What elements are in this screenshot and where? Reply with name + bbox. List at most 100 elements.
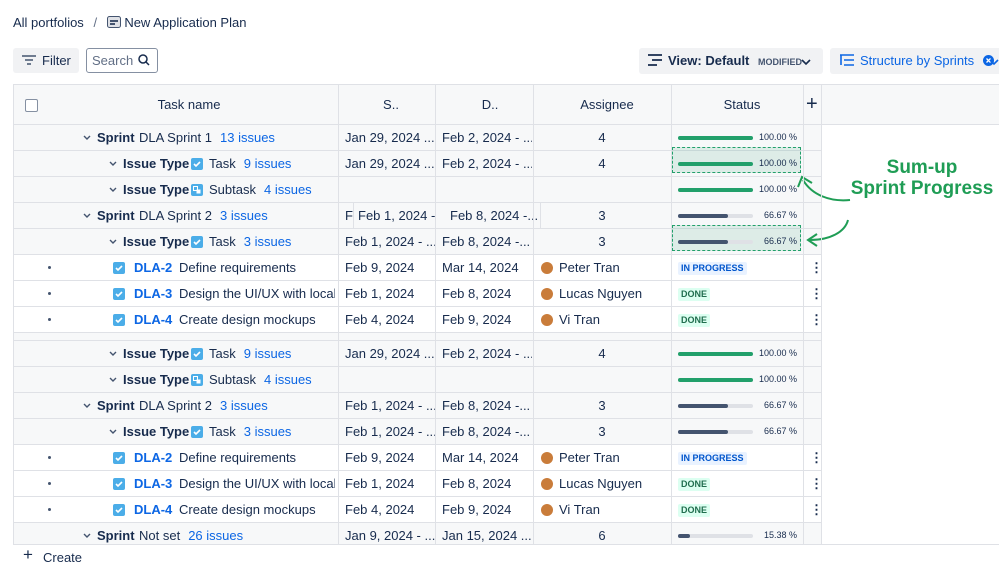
search-box[interactable]: Search [86,48,158,73]
row-menu[interactable]: ⋮ [810,260,823,275]
structure-icon [840,54,854,66]
column-header[interactable]: S.. [383,97,399,112]
column-header[interactable]: D.. [481,97,499,112]
issue-key[interactable]: DLA-2 [134,450,173,465]
issue-count[interactable]: 9 issues [243,346,292,361]
column-divider [435,85,436,544]
assignee-count: 3 [598,398,606,413]
add-column-button[interactable]: + [806,93,818,115]
row-type-label: Sprint [97,130,135,145]
progress-bar [678,534,690,538]
expand-chevron[interactable] [109,160,117,168]
due-date: Feb 2, 2024 - ... [442,156,532,171]
due-date: Feb 9, 2024 [442,502,512,517]
filter-button[interactable]: Filter [13,48,79,73]
row-menu[interactable]: ⋮ [810,476,823,491]
annotation-arrow [809,219,849,241]
issue-key[interactable]: DLA-4 [134,312,173,327]
breadcrumb-root[interactable]: All portfolios [13,15,84,30]
issue-key[interactable]: DLA-3 [134,286,173,301]
breadcrumb-current[interactable]: New Application Plan [124,15,247,30]
column-divider [533,85,534,544]
avatar [541,314,553,326]
row-menu[interactable]: ⋮ [810,502,823,517]
start-date: Jan 29, 2024 ... [345,130,435,145]
expand-chevron[interactable] [109,186,117,194]
group-name: DLA Sprint 2 3 issues [139,203,268,228]
status-lozenge: DONE [678,314,711,327]
start-date: Jan 29, 2024 ... [345,346,435,361]
start-date: Feb 9, 2024 [345,260,415,275]
chevron-down [989,59,999,66]
issue-count[interactable]: 3 issues [220,398,268,413]
task-icon [191,236,203,248]
group-value: Task [209,424,236,439]
start-date: Jan 29, 2024 ... [345,156,435,171]
status-lozenge: DONE [678,504,711,517]
progress-label: 100.00 % [758,184,797,194]
issue-count[interactable]: 26 issues [188,528,244,543]
progress-label: 100.00 % [758,374,797,384]
assignee: Vi Tran [541,307,669,332]
row-menu[interactable]: ⋮ [810,312,823,327]
assignee-count: 4 [598,156,606,171]
group-name: Task 9 issues [209,151,319,176]
row-menu[interactable]: ⋮ [810,450,823,465]
due-date: Feb 8, 2024 [442,286,512,301]
group-name: Subtask 4 issues [209,367,319,392]
structure-button[interactable]: Structure by Sprints [830,48,999,74]
expand-chevron[interactable] [109,350,117,358]
select-all-checkbox[interactable] [25,99,38,112]
issue-count[interactable]: 13 issues [220,130,275,145]
bullet [48,318,51,321]
issue-key[interactable]: DLA-3 [134,476,173,491]
status-lozenge: IN PROGRESS [678,262,747,275]
annotation: Sum-up Sprint Progress [797,157,993,247]
create-row[interactable]: + Create [13,544,999,565]
highlight-box [672,147,801,173]
expand-chevron[interactable] [109,376,117,384]
expand-chevron[interactable] [83,532,91,540]
annotation-text: Sum-up [887,157,958,178]
expand-chevron[interactable] [83,402,91,410]
column-divider [338,85,339,544]
structure-label: Structure by Sprints [860,53,975,68]
issuetype-row: Issue Type Task 9 issues Jan 29, 2024 ... Fe… [13,147,821,177]
clear-structure[interactable] [982,55,994,66]
task-icon [113,314,125,326]
create-label: Create [43,550,83,565]
progress-label: 100.00 % [758,348,797,358]
expand-chevron[interactable] [83,134,91,142]
expand-chevron[interactable] [109,238,117,246]
due-date: Mar 14, 2024 [442,450,519,465]
row-menu[interactable]: ⋮ [810,286,823,301]
expand-chevron[interactable] [109,428,117,436]
issue-summary: Design the UI/UX with localiz... [179,476,335,491]
column-header[interactable]: Status [723,97,761,112]
start-date: Feb 4, 2024 [345,502,415,517]
group-name: Subtask 4 issues [209,177,319,202]
issue-count[interactable]: 4 issues [263,182,312,197]
avatar [541,478,553,490]
view-button[interactable]: View: Default MODIFIED [639,48,823,74]
issue-key[interactable]: DLA-2 [134,260,173,275]
plan-icon [106,16,121,28]
row-type-label: Sprint [97,528,135,543]
expand-chevron[interactable] [83,212,91,220]
issuetype-row: Issue Type Task 3 issues Feb 1, 2024 - ... F… [13,419,821,445]
issue-key[interactable]: DLA-4 [134,502,173,517]
sprint-row: Sprint DLA Sprint 1 13 issues Jan 29, 2024 … [13,125,821,151]
group-name: Task 9 issues [209,341,319,366]
issue-count[interactable]: 3 issues [243,424,292,439]
issue-summary: Define requirements [179,450,297,465]
issue-count[interactable]: 4 issues [263,372,312,387]
column-header[interactable]: Task name [157,97,221,112]
issue-count[interactable]: 3 issues [243,234,292,249]
issue-count[interactable]: 9 issues [243,156,292,171]
row-type-label: Sprint [97,208,135,223]
row-type-label: Issue Type [123,182,190,197]
avatar [541,288,553,300]
assignee-name: Vi Tran [559,502,600,517]
column-header[interactable]: Assignee [580,97,634,112]
issue-count[interactable]: 3 issues [220,208,268,223]
